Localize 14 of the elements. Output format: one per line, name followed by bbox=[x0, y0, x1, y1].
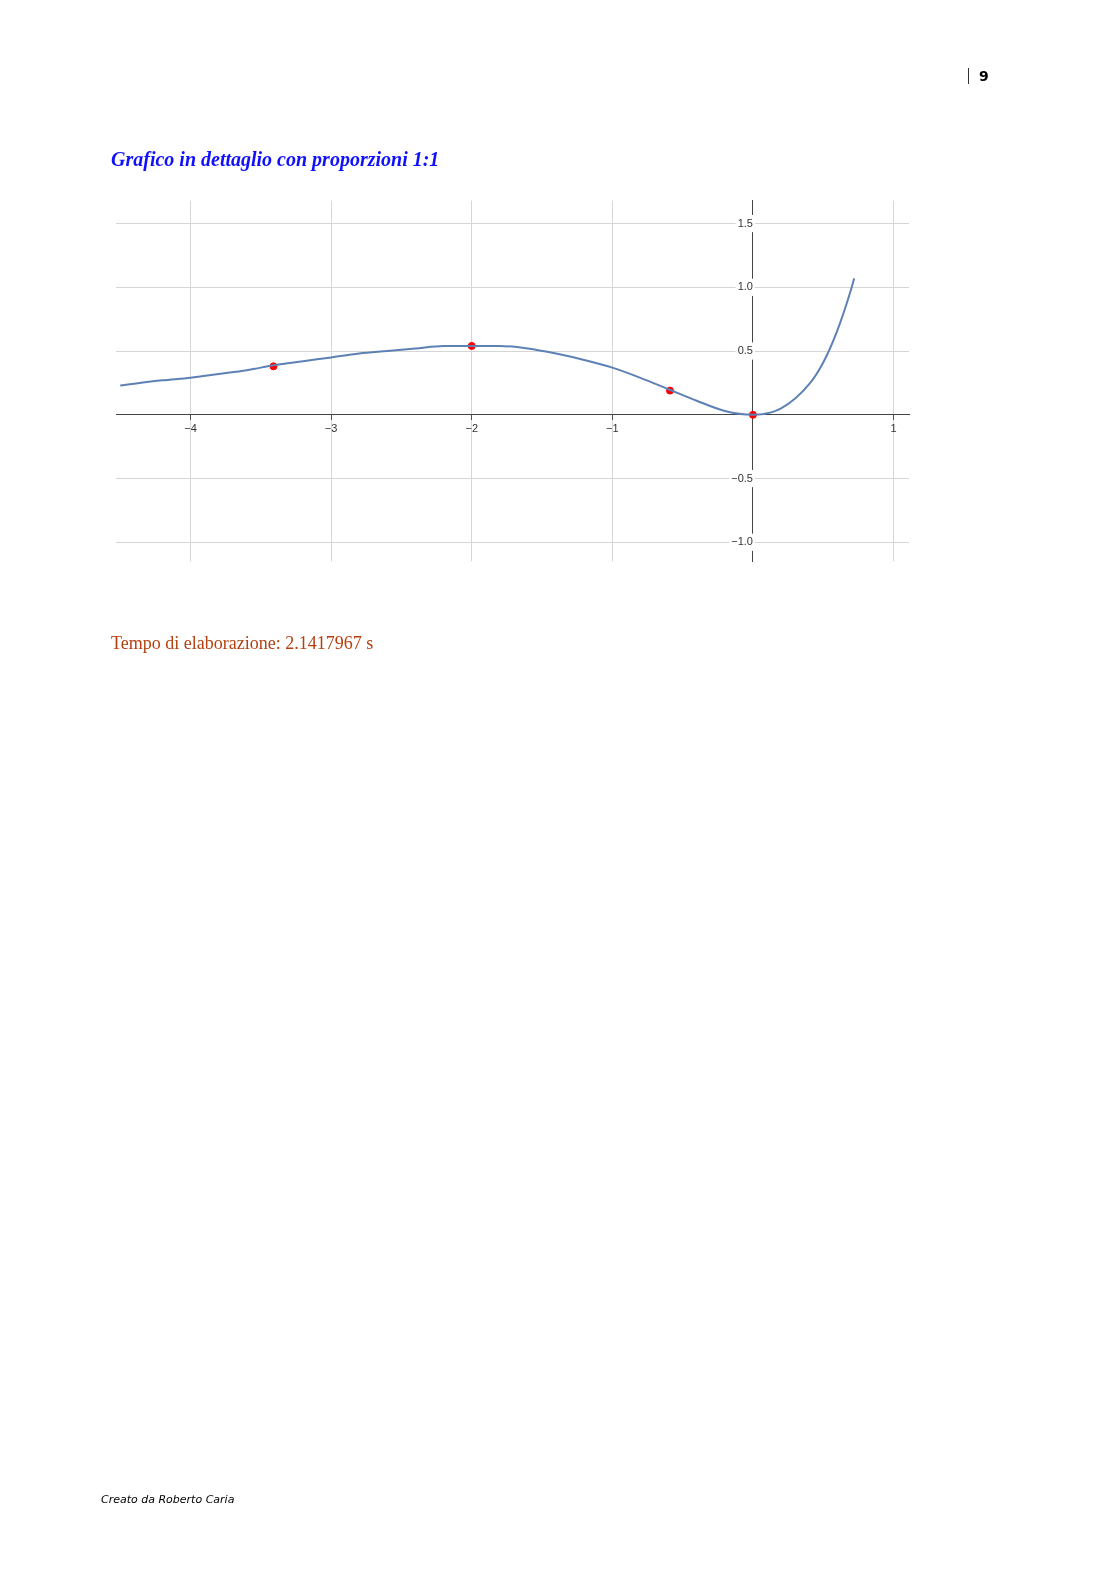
chart-title: Grafico in dettaglio con proporzioni 1:1 bbox=[111, 148, 440, 171]
x-tick-label: −3 bbox=[324, 422, 338, 435]
x-tick-label: −1 bbox=[606, 422, 619, 435]
x-tick-label: 1 bbox=[890, 422, 897, 435]
text: 9 bbox=[968, 68, 989, 84]
y-tick-label: 0.5 bbox=[737, 344, 753, 357]
y-tick-label: 1.0 bbox=[737, 280, 753, 293]
x-tick-label: −2 bbox=[465, 422, 478, 435]
y-tick-label: −0.5 bbox=[731, 471, 753, 484]
y-tick-label: 1.5 bbox=[737, 216, 753, 229]
y-tick-label: −1.0 bbox=[731, 535, 753, 548]
text: Creato da Roberto Caria bbox=[101, 1493, 235, 1506]
x-tick-label: −4 bbox=[184, 422, 197, 435]
text: Tempo di elaborazione: 2.1417967 s bbox=[111, 633, 374, 654]
